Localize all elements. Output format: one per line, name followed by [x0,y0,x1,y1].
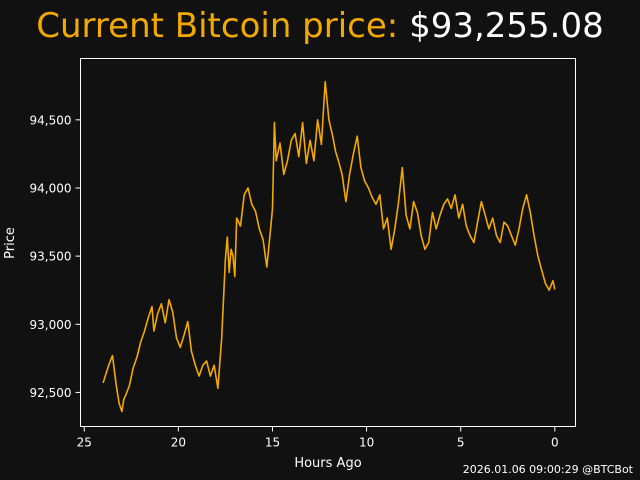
x-tick-label: 0 [551,436,559,450]
y-tick-label: 94,000 [30,181,72,195]
price-line [102,80,556,413]
series-layer [102,80,556,413]
x-tick-label: 20 [171,436,186,450]
x-tick-label: 5 [457,436,465,450]
y-tick-label: 93,500 [30,250,72,264]
y-axis: 92,500 93,000 93,500 94,000 94,500 [30,113,81,400]
x-axis: 25 20 15 10 5 0 [77,426,559,450]
x-tick-label: 10 [359,436,374,450]
plot-area [80,58,576,427]
x-tick-label: 15 [265,436,280,450]
footer-timestamp: 2026.01.06 09:00:29 [462,463,579,476]
x-tick-label: 25 [77,436,92,450]
chart-title: Current Bitcoin price: $93,255.08 [0,6,640,46]
y-axis-label: Price [3,227,18,259]
footer-handle: @BTCBot [582,463,633,476]
y-tick-label: 94,500 [30,113,72,127]
title-label: Current Bitcoin price: [36,6,399,46]
current-price: $93,255.08 [409,6,604,46]
y-tick-label: 92,500 [30,386,72,400]
x-axis-label: Hours Ago [294,456,361,471]
footer-credit: 2026.01.06 09:00:29 @BTCBot [463,463,633,476]
y-tick-label: 93,000 [30,318,72,332]
